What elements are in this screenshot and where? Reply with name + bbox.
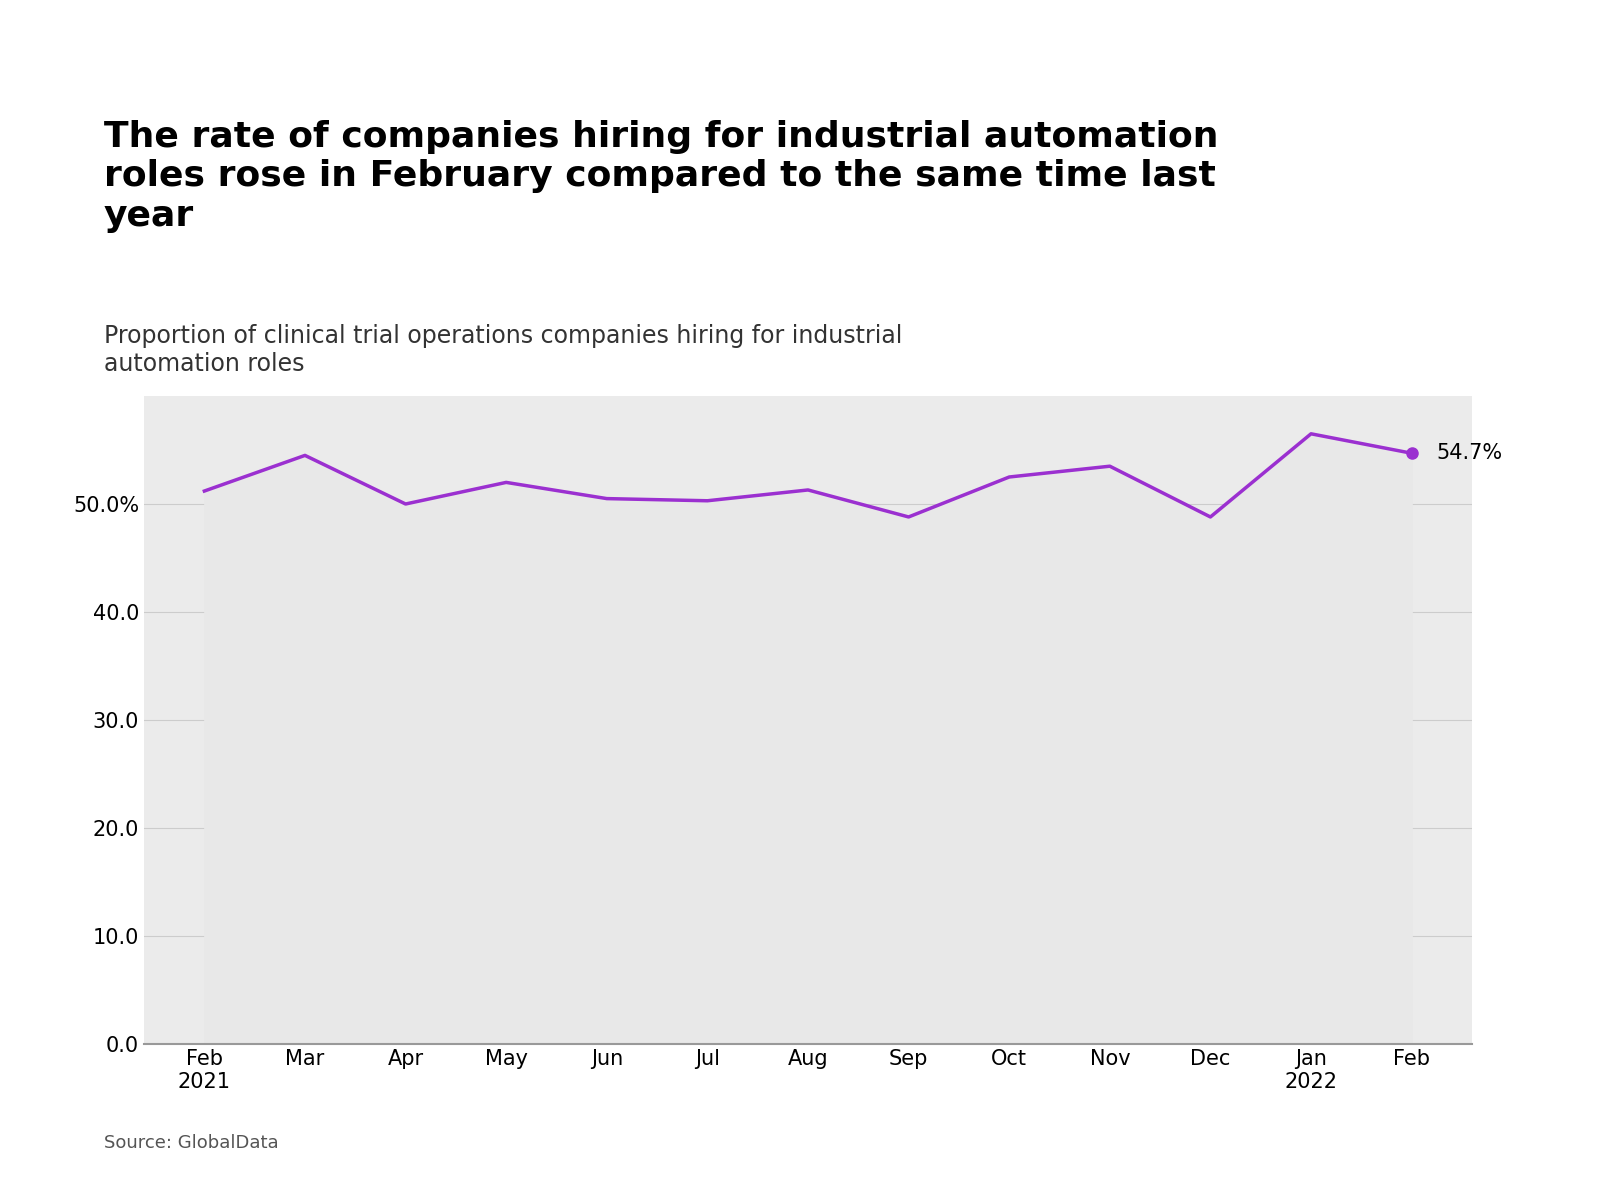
Text: The rate of companies hiring for industrial automation
roles rose in February co: The rate of companies hiring for industr… bbox=[104, 120, 1219, 233]
Text: Proportion of clinical trial operations companies hiring for industrial
automati: Proportion of clinical trial operations … bbox=[104, 324, 902, 376]
Text: 54.7%: 54.7% bbox=[1437, 443, 1502, 463]
Text: Source: GlobalData: Source: GlobalData bbox=[104, 1134, 278, 1152]
